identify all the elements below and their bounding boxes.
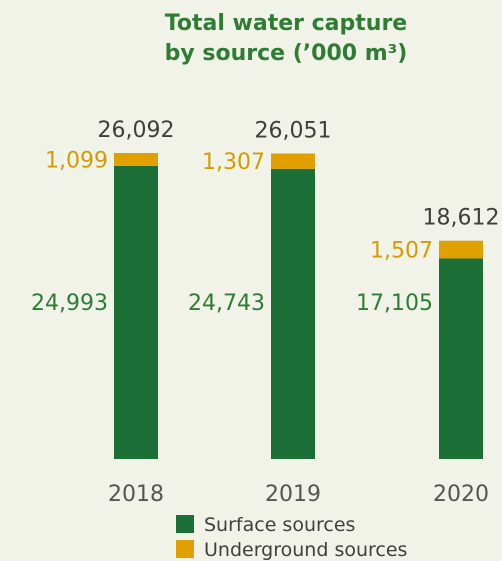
bars xyxy=(114,153,483,459)
data-labels: 26,092 1,099 24,993 26,051 1,307 24,743 18,612… xyxy=(31,118,499,316)
x-axis-labels: 2018 2019 2020 xyxy=(108,482,489,507)
bar-surface-2018 xyxy=(114,165,158,459)
x-tick-label-2018: 2018 xyxy=(108,482,164,507)
bar-surface-2020 xyxy=(439,258,483,459)
underground-label-2018: 1,099 xyxy=(45,148,108,173)
total-label-2018: 26,092 xyxy=(98,118,175,143)
surface-label-2019: 24,743 xyxy=(188,291,265,316)
underground-label-2019: 1,307 xyxy=(202,150,265,175)
total-label-2020: 18,612 xyxy=(423,206,500,231)
total-label-2019: 26,051 xyxy=(255,118,332,143)
surface-label-2018: 24,993 xyxy=(31,291,108,316)
chart-title-line-2: by source (’000 m³) xyxy=(165,41,408,66)
chart-title: Total water capture by source (’000 m³) xyxy=(165,11,408,66)
bar-underground-2020 xyxy=(439,240,483,259)
legend-label-surface: Surface sources xyxy=(204,514,355,536)
chart-title-line-1: Total water capture xyxy=(165,11,407,36)
x-tick-label-2019: 2019 xyxy=(265,482,321,507)
surface-label-2020: 17,105 xyxy=(356,291,433,316)
bar-underground-2019 xyxy=(271,153,315,169)
bar-surface-2019 xyxy=(271,168,315,459)
legend-label-underground: Underground sources xyxy=(204,539,407,561)
bar-underground-2018 xyxy=(114,153,158,166)
legend: Surface sources Underground sources xyxy=(176,514,407,561)
legend-swatch-surface xyxy=(176,515,194,533)
underground-label-2020: 1,507 xyxy=(370,239,433,264)
legend-swatch-underground xyxy=(176,540,194,558)
x-tick-label-2020: 2020 xyxy=(433,482,489,507)
